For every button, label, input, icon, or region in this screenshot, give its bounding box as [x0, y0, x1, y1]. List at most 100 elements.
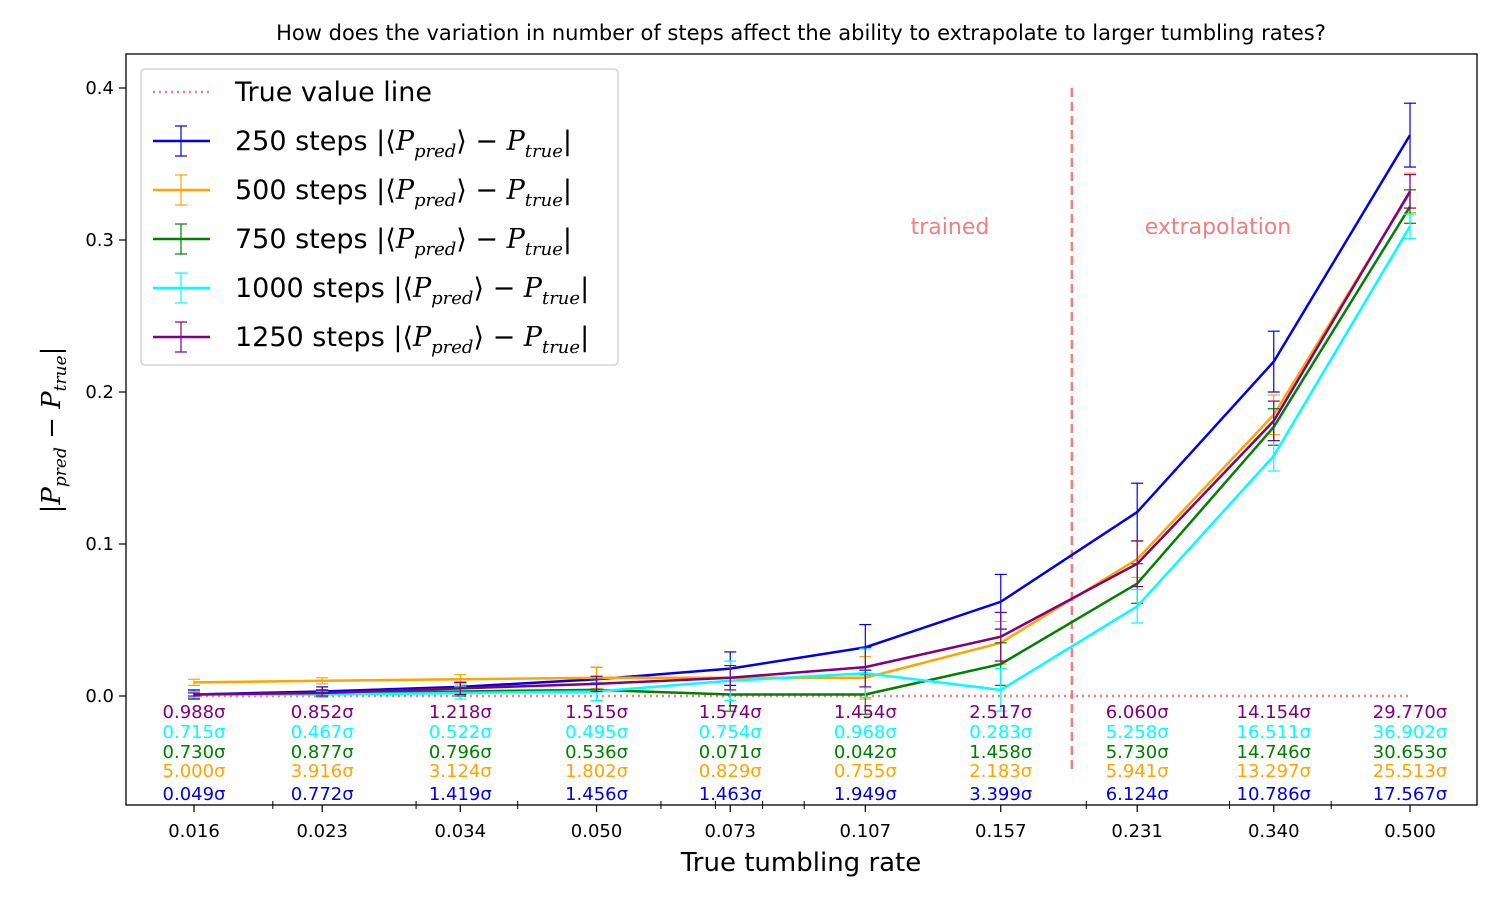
x-tick-label: 0.016 — [168, 821, 220, 842]
error-bar — [188, 692, 200, 697]
y-tick-label: 0.3 — [85, 230, 114, 251]
error-bar — [1267, 400, 1280, 442]
sigma-label: 0.754σ — [699, 722, 762, 743]
legend: True value line 250 steps |⟨Ppred⟩ − Ptru… — [140, 68, 619, 366]
sigma-label: 0.536σ — [565, 742, 628, 763]
series-line — [193, 134, 1412, 696]
sigma-label: 14.154σ — [1237, 702, 1311, 723]
sigma-label: 3.399σ — [969, 784, 1032, 805]
legend-item: 750 steps |⟨Ppred⟩ − Ptrue| — [153, 223, 572, 260]
x-tick-label: 0.023 — [296, 821, 348, 842]
sigma-label: 5.258σ — [1106, 722, 1169, 743]
sigma-label: 0.772σ — [291, 784, 354, 805]
sigma-label: 0.283σ — [969, 722, 1032, 743]
sigma-label: 0.049σ — [163, 784, 226, 805]
legend-label: 500 steps |⟨Ppred⟩ − Ptrue| — [235, 175, 572, 211]
sigma-label: 1.454σ — [834, 702, 897, 723]
series-line — [194, 225, 1412, 696]
chart-title: How does the variation in number of step… — [276, 21, 1326, 45]
legend-label: 1000 steps |⟨Ppred⟩ − Ptrue| — [235, 273, 589, 309]
x-tick-label: 0.231 — [1111, 821, 1163, 842]
y-tick-label: 0.4 — [85, 78, 114, 99]
legend-label: True value line — [234, 77, 432, 108]
x-axis-label: True tumbling rate — [680, 848, 922, 878]
sigma-label: 1.515σ — [565, 702, 628, 723]
sigma-label: 30.653σ — [1373, 742, 1447, 763]
sigma-label: 1.949σ — [834, 784, 897, 805]
sigma-label: 5.730σ — [1106, 742, 1169, 763]
sigma-label: 0.730σ — [163, 742, 226, 763]
series-4 — [188, 174, 1416, 697]
sigma-label: 10.786σ — [1237, 784, 1311, 805]
x-tick-label: 0.034 — [435, 821, 487, 842]
error-bar — [1404, 213, 1416, 240]
error-bar — [1131, 540, 1144, 588]
sigma-label: 0.988σ — [163, 702, 226, 723]
sigma-label: 1.218σ — [429, 702, 492, 723]
region-label-extrapolation: extrapolation — [1145, 215, 1291, 240]
error-bar — [859, 646, 872, 688]
y-tick-label: 0.1 — [85, 534, 114, 555]
sigma-label: 3.916σ — [291, 761, 354, 782]
x-tick-label: 0.107 — [840, 821, 892, 842]
sigma-label: 25.513σ — [1373, 761, 1447, 782]
plot-frame — [125, 53, 1478, 806]
sigma-label: 1.802σ — [565, 761, 628, 782]
sigma-label: 0.755σ — [834, 761, 897, 782]
region-label-trained: trained — [911, 215, 990, 240]
legend-label: 1250 steps |⟨Ppred⟩ − Ptrue| — [235, 322, 589, 358]
sigma-label: 0.796σ — [429, 742, 492, 763]
sigma-label: 0.715σ — [163, 722, 226, 743]
series-line — [193, 190, 1412, 696]
error-bar — [188, 678, 200, 686]
legend-item: 1000 steps |⟨Ppred⟩ − Ptrue| — [153, 272, 589, 309]
error-bar — [1404, 174, 1416, 209]
error-bar — [1404, 102, 1416, 168]
x-tick-label: 0.500 — [1384, 821, 1436, 842]
legend-item: 1250 steps |⟨Ppred⟩ − Ptrue| — [153, 321, 589, 358]
error-bar — [454, 681, 467, 696]
sigma-label: 1.574σ — [699, 702, 762, 723]
sigma-label: 14.746σ — [1237, 742, 1311, 763]
error-bar — [316, 677, 329, 685]
sigma-label: 13.297σ — [1237, 761, 1311, 782]
sigma-label: 1.463σ — [699, 784, 762, 805]
sigma-label: 16.511σ — [1237, 722, 1311, 743]
sigma-label: 29.770σ — [1373, 702, 1447, 723]
x-tick-label: 0.073 — [704, 821, 756, 842]
y-tick-label: 0.2 — [85, 382, 114, 403]
y-tick-label: 0.0 — [85, 686, 114, 707]
sigma-label: 0.467σ — [291, 722, 354, 743]
sigma-label: 0.829σ — [699, 761, 762, 782]
sigma-label: 0.852σ — [291, 702, 354, 723]
error-bar — [1131, 588, 1144, 624]
sigma-label: 0.968σ — [834, 722, 897, 743]
legend-label: 250 steps |⟨Ppred⟩ − Ptrue| — [235, 126, 572, 162]
y-axis-label: |Ppred − Ptrue| — [37, 347, 71, 514]
sigma-label: 1.456σ — [565, 784, 628, 805]
sigma-label: 1.419σ — [429, 784, 492, 805]
sigma-label: 6.060σ — [1106, 702, 1169, 723]
y-axis-label-text: |Ppred − Ptrue| — [37, 347, 71, 514]
error-bar — [1267, 330, 1280, 393]
sigma-label: 2.517σ — [969, 702, 1032, 723]
error-bar — [724, 664, 737, 691]
sigma-label: 0.522σ — [429, 722, 492, 743]
x-tick-label: 0.157 — [975, 821, 1027, 842]
legend-box — [140, 68, 619, 366]
legend-item: 250 steps |⟨Ppred⟩ − Ptrue| — [153, 125, 572, 162]
sigma-label: 0.495σ — [565, 722, 628, 743]
sigma-label: 17.567σ — [1373, 784, 1447, 805]
sigma-label: 0.071σ — [699, 742, 762, 763]
x-tick-label: 0.050 — [571, 821, 623, 842]
axes: 0.016 0.023 0.034 0.050 0.073 0.107 0.157 0.231… — [85, 78, 1435, 842]
sigma-label: 5.000σ — [163, 761, 226, 782]
error-bar — [1131, 482, 1144, 542]
sigma-label: 0.877σ — [291, 742, 354, 763]
error-bar — [994, 668, 1007, 712]
sigma-label: 36.902σ — [1373, 722, 1447, 743]
x-tick-label: 0.340 — [1248, 821, 1300, 842]
legend-label: 750 steps |⟨Ppred⟩ − Ptrue| — [235, 224, 572, 260]
error-bar — [590, 675, 603, 693]
